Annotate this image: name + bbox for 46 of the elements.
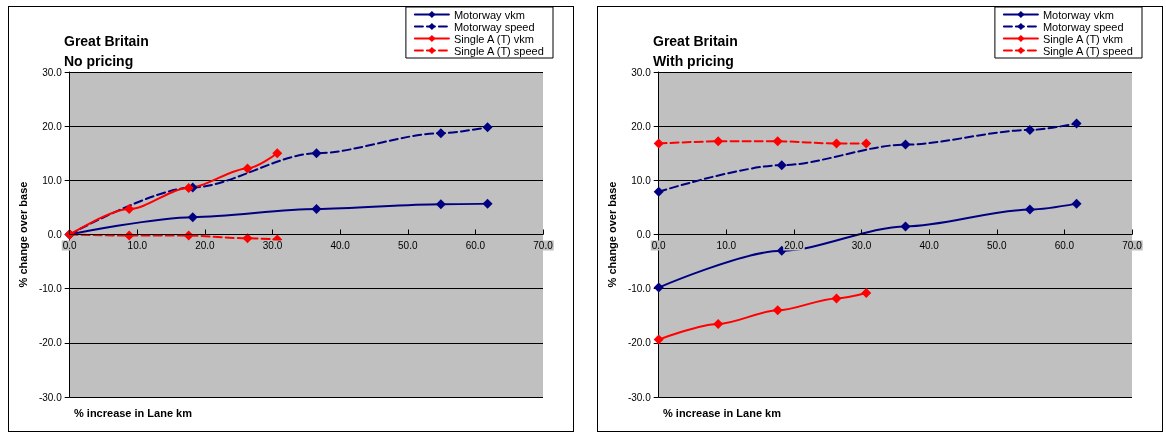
legend-label: Motorway vkm xyxy=(453,8,525,21)
y-tick-label: -30.0 xyxy=(627,391,652,403)
x-tick-label: 20.0 xyxy=(784,240,805,251)
y-tick-label: 20.0 xyxy=(42,120,63,132)
x-tick-label: 30.0 xyxy=(851,240,872,251)
y-tick-label: 10.0 xyxy=(631,174,652,186)
legend-label: Motorway speed xyxy=(453,20,535,33)
x-tick-label: 60.0 xyxy=(1054,240,1075,251)
legend-label: Motorway vkm xyxy=(1042,8,1114,21)
chart-title: Great Britain xyxy=(653,33,738,49)
chart-subtitle: No pricing xyxy=(64,53,134,69)
y-tick-label: -10.0 xyxy=(627,283,652,295)
y-tick-label: -20.0 xyxy=(38,337,63,349)
x-tick-label: 70.0 xyxy=(1122,240,1143,251)
y-tick-label: 10.0 xyxy=(42,174,63,186)
y-tick-label: -10.0 xyxy=(38,283,63,295)
legend-label: Single A (T) vkm xyxy=(1042,32,1123,45)
chart-title: Great Britain xyxy=(64,33,149,49)
y-tick-label: 20.0 xyxy=(631,120,652,132)
x-tick-label: 20.0 xyxy=(195,240,216,251)
chart-subtitle: With pricing xyxy=(653,53,734,69)
y-tick-label: 30.0 xyxy=(42,66,63,78)
x-tick-label: 40.0 xyxy=(330,240,351,251)
x-tick-label: 0.0 xyxy=(62,240,78,251)
y-tick-label: -20.0 xyxy=(627,337,652,349)
legend-label: Single A (T) vkm xyxy=(453,32,534,45)
x-tick-label: 40.0 xyxy=(919,240,940,251)
y-tick-label: 30.0 xyxy=(631,66,652,78)
x-axis-title: % increase in Lane km xyxy=(663,406,782,419)
legend-label: Single A (T) speed xyxy=(1042,44,1133,57)
legend-label: Motorway speed xyxy=(1042,20,1124,33)
y-tick-label: 0.0 xyxy=(636,229,652,240)
legend-label: Single A (T) speed xyxy=(453,44,544,57)
x-tick-label: 30.0 xyxy=(262,240,283,251)
x-tick-label: 0.0 xyxy=(651,240,667,251)
x-tick-label: 50.0 xyxy=(987,240,1007,251)
y-tick-label: -30.0 xyxy=(38,391,63,403)
y-axis-title: % change over base xyxy=(16,181,29,288)
x-tick-label: 50.0 xyxy=(398,240,418,251)
y-tick-label: 0.0 xyxy=(47,229,63,240)
x-tick-label: 60.0 xyxy=(465,240,486,251)
x-tick-label: 10.0 xyxy=(127,240,148,251)
x-tick-label: 10.0 xyxy=(716,240,737,251)
x-tick-label: 70.0 xyxy=(533,240,554,251)
y-axis-title: % change over base xyxy=(605,181,618,288)
x-axis-title: % increase in Lane km xyxy=(74,406,193,419)
